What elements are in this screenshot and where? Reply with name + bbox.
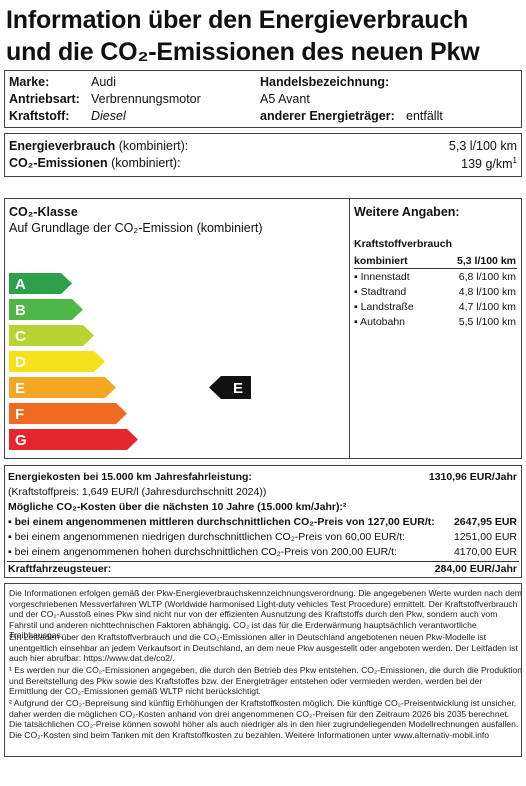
marke-label: Marke: <box>9 75 50 89</box>
vehicle-info-box: Marke: Audi Antriebsart: Verbrennungsmot… <box>4 70 522 128</box>
further-info-heading: Weitere Angaben: <box>354 205 460 219</box>
class-bar-label: D <box>15 354 26 371</box>
handelsbezeichnung-label: Handelsbezeichnung: <box>260 75 390 89</box>
co2-cost-row-value: 4170,00 EUR <box>453 546 517 558</box>
vehicle-tax-label: Kraftfahrzeugsteuer: <box>8 563 112 575</box>
co2-emission-label: CO₂-Emissionen (kombiniert): <box>9 156 181 170</box>
class-bar-f <box>9 403 127 424</box>
class-bar-c <box>9 325 94 346</box>
combined-value: 5,3 l/100 km <box>457 255 516 267</box>
fuel-row-value: 4,7 l/100 km <box>458 301 516 313</box>
fuel-row-value: 6,8 l/100 km <box>458 271 516 283</box>
energietraeger-value: entfällt <box>406 109 443 123</box>
divider <box>354 268 517 269</box>
vehicle-tax-value: 284,00 EUR/Jahr <box>434 563 517 575</box>
fuel-row-label: ▪ Innenstadt <box>354 271 410 283</box>
energietraeger-label: anderer Energieträger: <box>260 109 395 123</box>
fuel-row-label: ▪ Landstraße <box>354 301 414 313</box>
energy-costs-value: 1310,96 EUR/Jahr <box>428 471 517 483</box>
energy-consumption-value: 5,3 l/100 km <box>448 139 517 153</box>
title-line-1: Information über den Energieverbrauch <box>6 6 469 34</box>
note-paragraph-3: ¹ Es werden nur die CO₂-Emissionen angeg… <box>9 665 523 697</box>
co2-cost-row-label: ▪ bei einem angenommenen hohen durchschn… <box>8 546 397 558</box>
fuel-row-label: ▪ Autobahn <box>354 316 406 328</box>
note-paragraph-1: Die Informationen erfolgen gemäß der Pkw… <box>9 588 522 641</box>
co2-cost-row-value: 2647,95 EUR <box>453 516 517 528</box>
note-paragraph-2: Ein Leitfaden über den Kraftstoffverbrau… <box>9 632 518 664</box>
class-bar-label: F <box>15 406 24 423</box>
fuel-row-label: ▪ Stadtrand <box>354 286 407 298</box>
co2-cost-row-label: ▪ bei einem angenommenen mittleren durch… <box>8 516 435 528</box>
antriebsart-value: Verbrennungsmotor <box>91 92 201 106</box>
class-bar-d <box>9 351 105 372</box>
further-info-box: Weitere Angaben: Kraftstoffverbrauch kom… <box>349 198 522 459</box>
class-bar-label: C <box>15 328 26 345</box>
current-class-label: E <box>233 380 243 397</box>
energy-consumption-label: Energieverbrauch (kombiniert): <box>9 139 189 153</box>
note-paragraph-4: ² Aufgrund der CO₂-Bepreisung sind künft… <box>9 698 519 740</box>
current-class-marker <box>209 376 251 399</box>
class-bar-label: E <box>15 380 25 397</box>
co2-emission-value: 139 g/km1 <box>461 156 517 172</box>
fuel-row-value: 5,5 l/100 km <box>458 316 516 328</box>
antriebsart-label: Antriebsart: <box>9 92 80 106</box>
co2-cost-row-label: ▪ bei einem angenommenen niedrigen durch… <box>8 531 406 543</box>
combined-label: kombiniert <box>354 255 408 267</box>
co2-cost-row-value: 1251,00 EUR <box>453 531 517 543</box>
class-bar-g <box>9 429 138 450</box>
class-bar-label: A <box>15 276 26 293</box>
class-bar-a <box>9 273 72 294</box>
energy-costs-label: Energiekosten bei 15.000 km Jahresfahrle… <box>8 471 252 483</box>
page-title: Information über den Energieverbrauch un… <box>6 4 522 68</box>
co2-class-subheading: Auf Grundlage der CO₂-Emission (kombinie… <box>9 221 263 235</box>
class-bar-label: G <box>15 432 27 449</box>
fuel-row-value: 4,8 l/100 km <box>458 286 516 298</box>
co2-costs-heading: Mögliche CO₂-Kosten über die nächsten 10… <box>8 501 347 513</box>
class-bar-label: B <box>15 302 26 319</box>
notes-box: Die Informationen erfolgen gemäß der Pkw… <box>4 583 522 757</box>
handelsbezeichnung-value: A5 Avant <box>260 92 310 106</box>
costs-box: Energiekosten bei 15.000 km Jahresfahrle… <box>4 465 522 578</box>
fuel-consumption-heading: Kraftstoffverbrauch <box>354 238 453 250</box>
divider <box>7 561 519 562</box>
fuel-price-note: (Kraftstoffpreis: 1,649 EUR/l (Jahresdur… <box>8 486 267 498</box>
co2-class-box: CO₂-Klasse Auf Grundlage der CO₂-Emissio… <box>4 198 350 459</box>
co2-class-heading: CO₂-Klasse <box>9 205 78 219</box>
kraftstoff-label: Kraftstoff: <box>9 109 70 123</box>
kraftstoff-value: Diesel <box>91 109 126 123</box>
marke-value: Audi <box>91 75 117 89</box>
class-bar-e <box>9 377 116 398</box>
class-bar-b <box>9 299 83 320</box>
consumption-box: Energieverbrauch (kombiniert): 5,3 l/100… <box>4 133 522 177</box>
title-line-2: und die CO₂-Emissionen des neuen Pkw <box>6 38 480 66</box>
